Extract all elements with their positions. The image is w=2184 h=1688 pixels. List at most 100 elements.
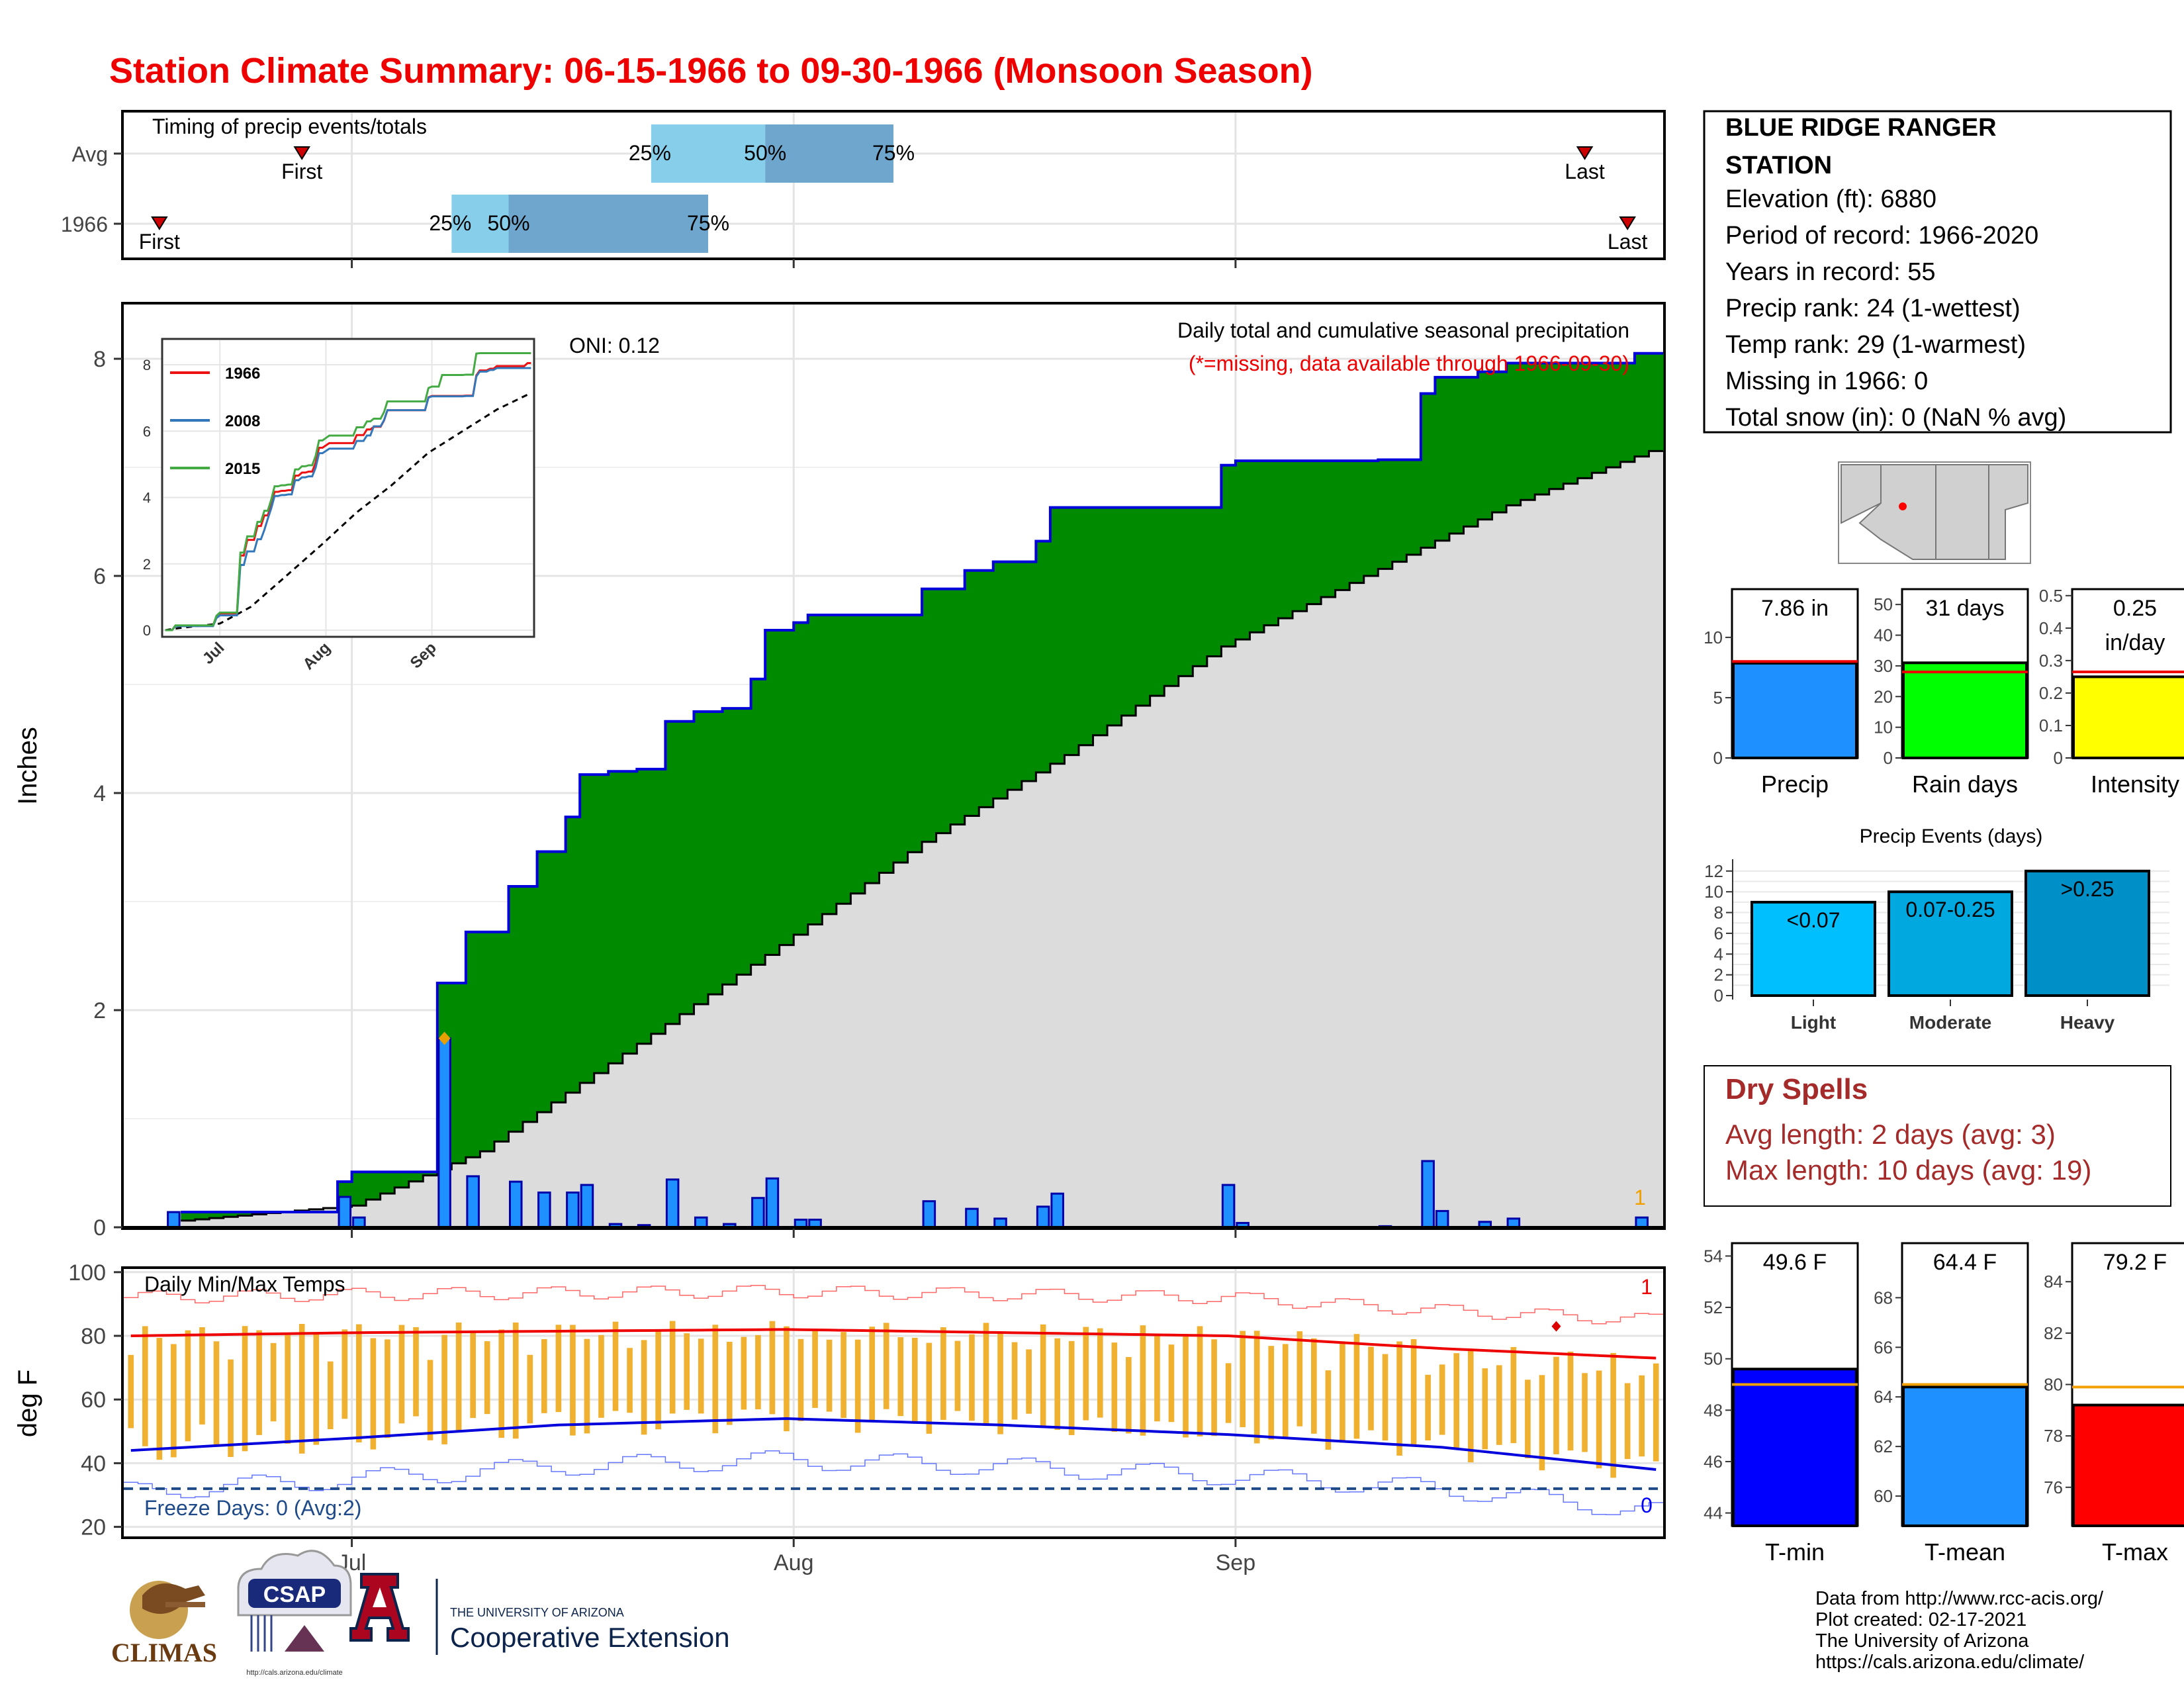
daily-precip-bar [1421, 1160, 1435, 1229]
summary-y-tick-label: 0 [2054, 748, 2063, 768]
daily-temp-bar [854, 1339, 861, 1433]
above-avg-fill [1363, 461, 1379, 576]
daily-temp-bar [698, 1338, 704, 1414]
locator-map [1838, 461, 2031, 564]
above-avg-fill [779, 630, 794, 945]
summary-category-label: T-min [1765, 1538, 1825, 1566]
above-avg-fill [679, 721, 695, 1014]
summary-category-label: T-max [2102, 1538, 2168, 1566]
above-avg-fill [1335, 461, 1350, 590]
daily-temp-bar [413, 1327, 419, 1417]
summary-y-tick-label: 60 [1874, 1486, 1893, 1506]
precip-y-tick-label: 8 [93, 347, 106, 372]
summary-category-label: Rain days [1912, 771, 2018, 798]
daily-temp-bar [1425, 1374, 1431, 1440]
above-avg-fill [1136, 507, 1151, 706]
above-avg-fill [964, 570, 979, 816]
events-bar-label: 0.07-0.25 [1905, 898, 1995, 921]
above-avg-fill [451, 983, 467, 1164]
mini-y-tick-label: 4 [143, 490, 151, 506]
above-avg-fill [907, 615, 923, 853]
events-y-tick-label: 0 [1714, 986, 1723, 1006]
summary-value-label: 64.4 F [1933, 1250, 1997, 1275]
daily-temp-bar [1624, 1383, 1631, 1460]
timing-bar-25-50 [651, 124, 766, 183]
above-avg-fill [523, 886, 538, 1122]
events-bar-heavy [2025, 869, 2150, 997]
daily-temp-bar [1496, 1365, 1502, 1445]
above-avg-fill [238, 1212, 253, 1216]
temp-title: Daily Min/Max Temps [144, 1272, 345, 1296]
above-avg-fill [1021, 561, 1036, 781]
summary-y-tick-label: 0.1 [2039, 716, 2063, 735]
daily-temp-bar [784, 1326, 790, 1432]
summary-y-tick-label: 64 [1874, 1387, 1893, 1407]
precip-events-title: Precip Events (days) [1860, 825, 2043, 847]
timing-last-label: Last [1565, 160, 1605, 183]
daily-temp-bar [1510, 1346, 1517, 1444]
above-avg-fill [1250, 461, 1265, 633]
timing-bar-50-75 [508, 195, 709, 253]
daily-temp-bar [1268, 1346, 1275, 1440]
dry-spells-box: Dry Spells Avg length: 2 days (avg: 3) M… [1704, 1065, 2171, 1207]
daily-temp-bar [285, 1335, 291, 1444]
above-avg-fill [765, 630, 780, 955]
timing-panel: Avg 25% 50% 75% First Last 1966 25% 50% 75% First L… [61, 110, 1666, 268]
daily-temp-bar [1197, 1326, 1203, 1436]
above-avg-fill [1634, 353, 1650, 457]
daily-precip-bar [466, 1175, 480, 1229]
daily-temp-bar [270, 1342, 277, 1422]
daily-temp-bar [1596, 1370, 1602, 1469]
above-avg-fill [922, 588, 937, 842]
timing-p25-label: 25% [429, 211, 471, 235]
daily-temp-bar [1011, 1342, 1018, 1420]
above-avg-fill [1164, 507, 1179, 686]
daily-temp-bar [1311, 1338, 1317, 1434]
timing-row-label: Avg [71, 142, 108, 166]
above-avg-fill [408, 1172, 424, 1182]
events-bar-label: <0.07 [1787, 908, 1841, 932]
daily-temp-bar [142, 1326, 148, 1446]
above-avg-fill [1577, 363, 1592, 479]
daily-temp-bar [1567, 1351, 1574, 1451]
daily-temp-bar [498, 1329, 505, 1438]
climas-logo-text: CLIMAS [111, 1638, 217, 1667]
dry-spells-avg: Avg length: 2 days (avg: 3) [1725, 1119, 2056, 1150]
above-avg-fill [394, 1172, 410, 1188]
above-avg-fill [893, 615, 909, 863]
summary-y-tick-label: 0 [1884, 748, 1893, 768]
temp-panel: 20 40 60 80 100 Daily Min/Max Temps Freeze D… [13, 1260, 1666, 1540]
precip-y-tick-label: 6 [93, 564, 106, 589]
daily-temp-bar [598, 1335, 604, 1418]
daily-precip-bar [1036, 1205, 1050, 1229]
timing-first-marker [151, 216, 168, 230]
daily-precip-bar [1435, 1209, 1449, 1229]
above-avg-fill [1193, 507, 1208, 667]
daily-temp-bar [627, 1348, 633, 1413]
daily-temp-bar [612, 1321, 619, 1411]
daily-temp-bar [655, 1329, 661, 1430]
above-avg-fill [737, 708, 752, 975]
summary-y-tick-label: 50 [1874, 594, 1893, 614]
summary-y-tick-label: 76 [2044, 1477, 2063, 1497]
min-count: 0 [1641, 1493, 1653, 1517]
station-name-1: BLUE RIDGE RANGER [1725, 114, 1997, 142]
above-avg-fill [1420, 393, 1436, 548]
above-avg-fill [1406, 459, 1422, 555]
daily-temp-bar [641, 1340, 647, 1435]
daily-temp-bar [199, 1327, 205, 1425]
daily-temp-bar [812, 1331, 818, 1408]
daily-temp-bar [185, 1330, 191, 1442]
month-tick-label: Sep [1216, 1550, 1256, 1575]
above-avg-fill [465, 931, 481, 1158]
above-avg-fill [366, 1172, 381, 1200]
above-avg-fill [223, 1212, 238, 1217]
daily-temp-bar [470, 1331, 476, 1419]
timing-first-label: First [139, 230, 180, 254]
summary-y-tick-label: 82 [2044, 1323, 2063, 1343]
daily-temp-bar [1225, 1363, 1232, 1423]
above-avg-fill [1235, 461, 1251, 639]
daily-temp-bar [128, 1354, 134, 1429]
summary-bar-t-mean [1902, 1385, 2028, 1527]
above-avg-fill [1206, 507, 1222, 657]
